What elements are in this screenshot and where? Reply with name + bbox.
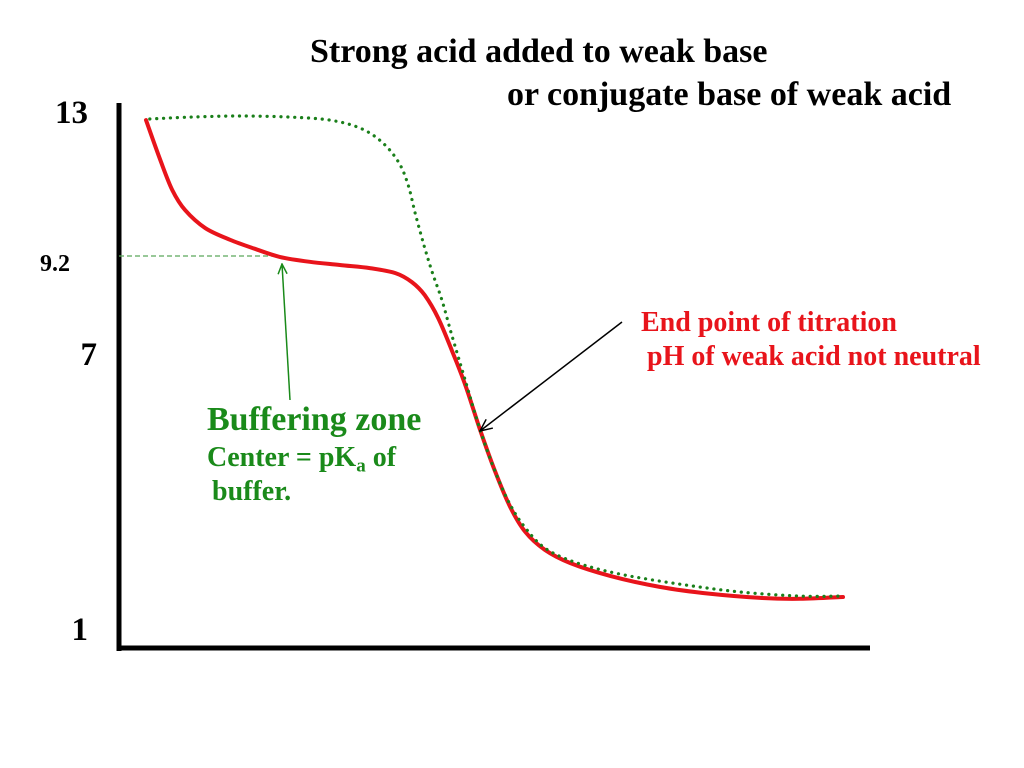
y-tick-label: 1	[72, 612, 89, 648]
y-tick-label: 7	[81, 337, 98, 373]
buffer-center-prefix: Center = pK	[207, 442, 357, 473]
buffer-center-subscript: a	[356, 455, 366, 477]
endpoint-label-line-2: pH of weak acid not neutral	[647, 341, 981, 372]
endpoint-label-line-1: End point of titration	[641, 307, 897, 338]
buffering-zone-label: Buffering zone	[207, 401, 422, 438]
buffer-label-line-3: buffer.	[212, 476, 292, 507]
chart-title-line-2: or conjugate base of weak acid	[507, 76, 952, 113]
buffer-center-label: Center = pKa of	[207, 442, 397, 476]
y-tick-label: 9.2	[40, 251, 70, 277]
y-tick-label: 13	[55, 95, 88, 131]
titration-curve-solid	[144, 118, 845, 601]
buffer-annotation-arrow	[282, 264, 291, 401]
chart-title-line-1: Strong acid added to weak base	[310, 33, 768, 70]
endpoint-annotation-arrow	[480, 321, 623, 431]
buffer-center-suffix: of	[372, 442, 397, 473]
curves	[144, 114, 845, 601]
y-tick-labels: 13 9.2 7 1	[40, 95, 97, 648]
